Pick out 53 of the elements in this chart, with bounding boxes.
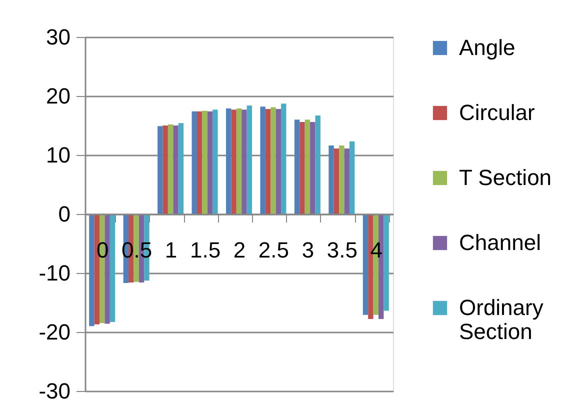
bar (384, 214, 389, 311)
x-tick-label: 0 (96, 238, 109, 262)
bar (212, 110, 218, 214)
bar (162, 126, 168, 214)
bar (344, 148, 350, 214)
bar (202, 110, 208, 214)
x-tick-label: 2 (233, 238, 246, 262)
bar (260, 106, 266, 214)
bar (276, 108, 282, 214)
legend-label: Ordinary Section (459, 295, 544, 344)
bar (110, 214, 116, 322)
y-tick-label: -20 (38, 320, 70, 344)
bar (231, 110, 236, 214)
y-tick-label: 30 (46, 24, 70, 50)
bar (281, 104, 286, 214)
bar (242, 110, 247, 214)
bar (349, 141, 355, 214)
bar (89, 214, 94, 326)
bar (236, 108, 242, 214)
y-tick-label: -30 (38, 378, 70, 404)
bar (265, 108, 271, 214)
x-tick-label: 3.5 (326, 238, 358, 262)
y-tick-label: -10 (38, 260, 70, 286)
bar (362, 214, 368, 315)
x-tick-label: 1.5 (190, 238, 221, 262)
bar (339, 146, 344, 214)
bar (246, 105, 252, 214)
x-tick-label: 1 (164, 238, 178, 262)
bar (226, 108, 232, 214)
x-tick-label: 2.5 (258, 238, 290, 262)
bar (304, 120, 310, 214)
x-tick-label: 3 (302, 238, 314, 262)
bar (178, 123, 184, 214)
bar (315, 115, 320, 214)
bar (192, 111, 197, 214)
bar (294, 120, 300, 214)
y-tick-label: 10 (46, 142, 70, 168)
bar (334, 148, 340, 214)
bar (168, 124, 174, 214)
legend-label: Channel (459, 230, 541, 255)
bar (196, 111, 202, 214)
bar (158, 126, 163, 214)
bar (173, 126, 178, 214)
bar (207, 111, 213, 214)
legend-label: T Section (459, 165, 552, 190)
legend-label: Circular (459, 100, 535, 125)
bar (328, 146, 334, 214)
bar (310, 122, 316, 214)
legend-label: Angle (459, 35, 516, 60)
y-tick-label: 20 (46, 84, 70, 108)
bar (270, 107, 276, 214)
y-tick-label: 0 (58, 202, 70, 226)
bar (300, 122, 305, 214)
